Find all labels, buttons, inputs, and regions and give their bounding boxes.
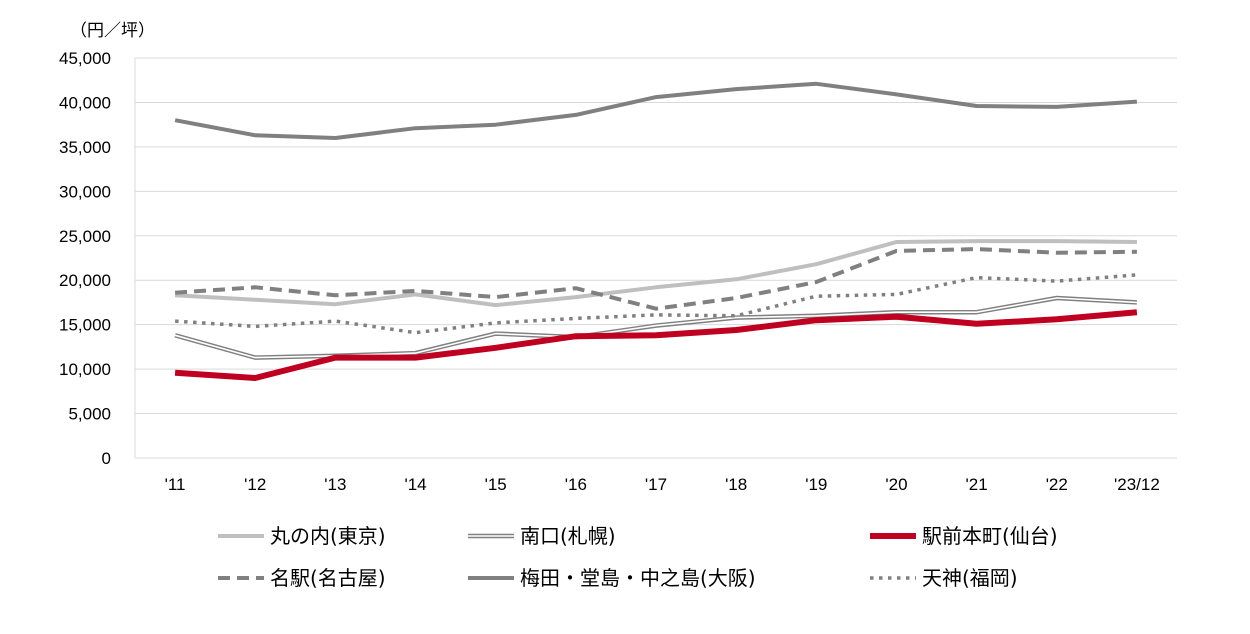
y-tick-label: 40,000: [59, 93, 111, 112]
y-tick-label: 35,000: [59, 138, 111, 157]
legend-item: 南口(札幌): [468, 524, 616, 548]
x-tick-label: '12: [244, 475, 266, 494]
grid-lines: [134, 57, 1177, 459]
x-tick-label: '21: [966, 475, 988, 494]
legend: 丸の内(東京) 南口(札幌) 駅前本町(仙台) 名駅(名古屋) 梅田・堂島・中之島(大阪…: [218, 524, 1058, 590]
legend-item: 駅前本町(仙台): [870, 524, 1058, 548]
series-path: [174, 81, 1138, 140]
legend-label: 名駅(名古屋): [270, 566, 386, 590]
series-line: [174, 239, 1137, 308]
y-tick-label: 15,000: [59, 316, 111, 335]
legend-item: 天神(福岡): [870, 566, 1018, 590]
series-lines: [174, 81, 1138, 381]
legend-label: 駅前本町(仙台): [922, 524, 1058, 548]
x-tick-label: '15: [485, 475, 507, 494]
x-tick-label: '13: [324, 475, 346, 494]
y-axis-ticks: 0 5,000 10,000 15,000 20,000 25,000 30,000 35,0…: [59, 49, 111, 468]
legend-label: 丸の内(東京): [270, 524, 386, 548]
x-axis-ticks: '11 '12 '13 '14 '15 '16 '17 '18 '19 '20 '21 '22 '23/…: [165, 475, 1160, 494]
series-path: [174, 309, 1138, 381]
series-path: [174, 247, 1137, 311]
x-tick-label: '23/12: [1114, 475, 1160, 494]
legend-label: 梅田・堂島・中之島(大阪): [520, 566, 756, 590]
x-tick-label: '22: [1046, 475, 1068, 494]
y-tick-label: 0: [102, 449, 111, 468]
x-tick-label: '20: [885, 475, 907, 494]
y-tick-label: 45,000: [59, 49, 111, 68]
x-tick-label: '14: [404, 475, 426, 494]
legend-item: 梅田・堂島・中之島(大阪): [468, 566, 756, 590]
y-tick-label: 25,000: [59, 227, 111, 246]
series-line: [174, 247, 1137, 311]
series-line: [174, 81, 1138, 140]
y-tick-label: 30,000: [59, 182, 111, 201]
series-path: [174, 239, 1137, 308]
x-tick-label: '11: [165, 475, 186, 494]
y-axis-unit-label: （円／坪）: [70, 21, 155, 41]
legend-item: 丸の内(東京): [218, 524, 386, 548]
legend-label: 南口(札幌): [520, 524, 616, 548]
x-tick-label: '19: [805, 475, 827, 494]
legend-label: 天神(福岡): [922, 566, 1018, 590]
x-tick-label: '18: [725, 475, 747, 494]
x-tick-label: '17: [645, 475, 667, 494]
legend-item: 名駅(名古屋): [218, 566, 386, 590]
series-line: [174, 309, 1138, 381]
y-tick-label: 20,000: [59, 271, 111, 290]
y-tick-label: 5,000: [68, 405, 111, 424]
y-tick-label: 10,000: [59, 360, 111, 379]
x-tick-label: '16: [565, 475, 587, 494]
